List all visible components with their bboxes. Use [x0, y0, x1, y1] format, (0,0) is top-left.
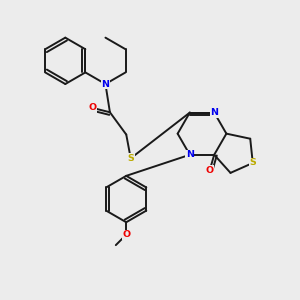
Text: N: N — [101, 80, 110, 88]
Text: S: S — [249, 158, 256, 167]
Text: S: S — [127, 154, 134, 163]
Text: O: O — [206, 166, 214, 175]
Text: O: O — [122, 230, 130, 239]
Text: N: N — [210, 108, 218, 117]
Text: N: N — [186, 150, 194, 159]
Text: O: O — [88, 103, 96, 112]
